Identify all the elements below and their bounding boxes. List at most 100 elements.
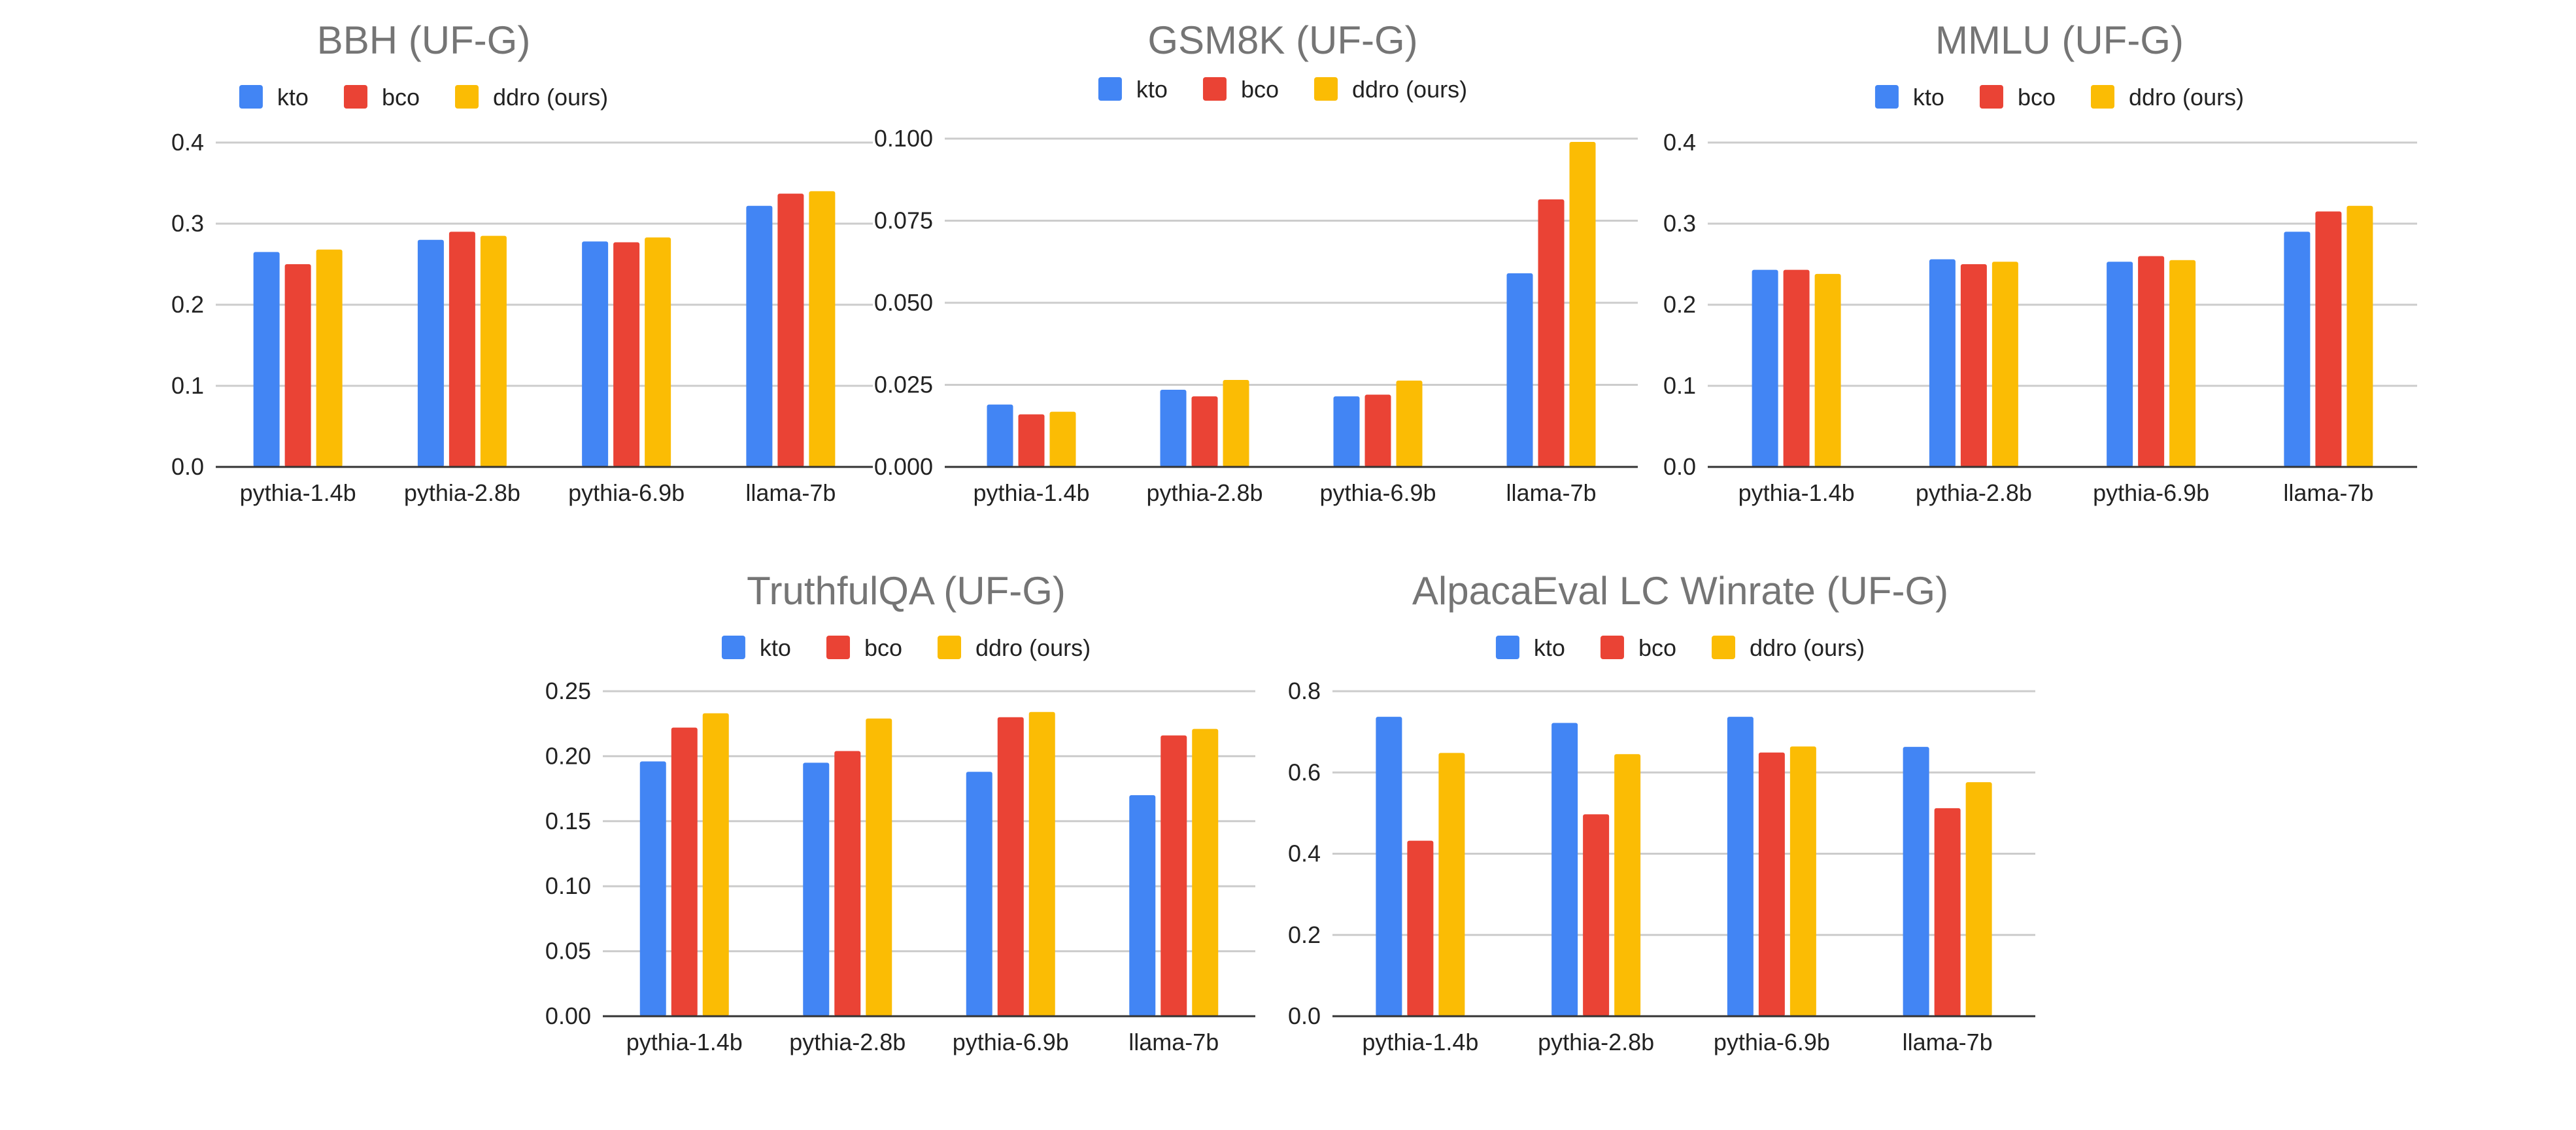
y-tick-label: 0.050 bbox=[874, 289, 933, 316]
y-tick-label: 0.3 bbox=[171, 210, 204, 237]
y-tick-label: 0.0 bbox=[171, 453, 204, 480]
y-tick-label: 0.100 bbox=[874, 125, 933, 152]
x-tick-label: pythia-1.4b bbox=[240, 479, 356, 506]
legend-label: ddro (ours) bbox=[493, 84, 608, 111]
bar-bco bbox=[284, 264, 311, 467]
bar-ddro bbox=[866, 718, 892, 1016]
bar-kto bbox=[1160, 390, 1187, 467]
x-tick-label: pythia-6.9b bbox=[1714, 1029, 1830, 1055]
legend-label: kto bbox=[1534, 634, 1565, 661]
legend-label: bco bbox=[1638, 634, 1676, 661]
legend-swatch-ddro bbox=[1712, 636, 1736, 659]
bar-kto bbox=[746, 205, 773, 467]
bar-ddro bbox=[1438, 753, 1465, 1016]
bar-kto bbox=[2284, 231, 2311, 467]
bar-kto bbox=[1551, 723, 1578, 1016]
y-tick-label: 0.05 bbox=[545, 938, 591, 965]
legend-label: kto bbox=[760, 634, 791, 661]
bar-bco bbox=[1583, 814, 1610, 1016]
x-tick-label: pythia-2.8b bbox=[789, 1029, 906, 1055]
bar-ddro bbox=[1049, 411, 1076, 467]
legend-swatch-kto bbox=[1098, 77, 1122, 101]
y-tick-label: 0.000 bbox=[874, 453, 933, 480]
bar-bco bbox=[1018, 414, 1045, 467]
bar-kto bbox=[1929, 259, 1956, 467]
legend-swatch-kto bbox=[721, 636, 745, 659]
bar-ddro bbox=[1028, 711, 1055, 1016]
bar-ddro bbox=[480, 235, 507, 467]
bar-kto bbox=[1376, 717, 1402, 1016]
chart-title: AlpacaEval LC Winrate (UF-G) bbox=[1412, 569, 1948, 613]
legend-label: kto bbox=[277, 84, 309, 111]
legend-swatch-kto bbox=[239, 85, 263, 109]
bar-bco bbox=[997, 717, 1024, 1016]
bar-ddro bbox=[702, 713, 729, 1016]
bar-bco bbox=[2138, 256, 2165, 467]
legend-label: bco bbox=[864, 634, 902, 661]
bar-bco bbox=[449, 231, 475, 467]
bar-kto bbox=[1903, 747, 1929, 1016]
legend-swatch-ddro bbox=[1314, 77, 1338, 101]
y-tick-label: 0.4 bbox=[171, 129, 204, 156]
bar-kto bbox=[2107, 262, 2133, 467]
y-tick-label: 0.2 bbox=[171, 291, 204, 318]
legend-label: ddro (ours) bbox=[2129, 84, 2244, 111]
legend: kto bco ddro (ours) bbox=[1874, 84, 2244, 111]
chart-panel: GSM8K (UF-G) kto bco ddro (ours) 0.000 0.025 0… bbox=[874, 18, 1638, 506]
bar-kto bbox=[1129, 795, 1156, 1016]
legend-swatch-bco bbox=[826, 636, 850, 659]
bar-bco bbox=[1960, 264, 1987, 467]
chart-panel: BBH (UF-G) kto bco ddro (ours) 0.0 0.1 0.2 0.3 0… bbox=[171, 18, 873, 506]
x-tick-label: pythia-2.8b bbox=[404, 479, 520, 506]
legend-swatch-kto bbox=[1495, 636, 1519, 659]
legend-label: bco bbox=[382, 84, 420, 111]
x-tick-label: llama-7b bbox=[745, 479, 836, 506]
y-tick-label: 0.1 bbox=[1663, 372, 1696, 399]
bar-bco bbox=[1407, 840, 1434, 1016]
bar-bco bbox=[1758, 752, 1785, 1016]
bar-bco bbox=[1191, 396, 1218, 467]
bar-ddro bbox=[2347, 205, 2373, 467]
y-tick-label: 0.025 bbox=[874, 371, 933, 398]
bar-ddro bbox=[1223, 379, 1249, 467]
legend-swatch-bco bbox=[1600, 636, 1624, 659]
y-tick-label: 0.8 bbox=[1288, 677, 1321, 704]
bar-kto bbox=[253, 252, 280, 467]
bar-ddro bbox=[1569, 142, 1596, 467]
chart-panel: MMLU (UF-G) kto bco ddro (ours) 0.0 0.1 0.2 0.3… bbox=[1663, 18, 2417, 506]
x-tick-label: pythia-1.4b bbox=[1362, 1029, 1478, 1055]
y-tick-label: 0.15 bbox=[545, 808, 591, 834]
y-tick-label: 0.00 bbox=[545, 1002, 591, 1029]
x-tick-label: pythia-2.8b bbox=[1916, 479, 2032, 506]
y-tick-label: 0.3 bbox=[1663, 210, 1696, 237]
bar-ddro bbox=[1965, 782, 1992, 1016]
bar-bco bbox=[777, 194, 804, 467]
chart-title: BBH (UF-G) bbox=[317, 18, 531, 62]
bar-kto bbox=[1333, 396, 1360, 467]
bar-kto bbox=[639, 761, 666, 1016]
bar-ddro bbox=[1192, 728, 1219, 1016]
x-tick-label: pythia-6.9b bbox=[1319, 479, 1436, 506]
chart-panel: AlpacaEval LC Winrate (UF-G) kto bco ddro (… bbox=[1288, 569, 2035, 1055]
bar-kto bbox=[582, 241, 609, 467]
bar-bco bbox=[1161, 735, 1187, 1016]
x-tick-label: llama-7b bbox=[1903, 1029, 1993, 1055]
legend-swatch-bco bbox=[343, 85, 367, 109]
x-tick-label: pythia-6.9b bbox=[953, 1029, 1069, 1055]
bar-bco bbox=[834, 751, 861, 1016]
legend-swatch-kto bbox=[1874, 85, 1899, 109]
legend-label: kto bbox=[1913, 84, 1944, 111]
legend-label: ddro (ours) bbox=[1750, 634, 1865, 661]
y-tick-label: 0.20 bbox=[545, 742, 591, 769]
y-tick-label: 0.6 bbox=[1288, 759, 1321, 785]
x-tick-label: llama-7b bbox=[1128, 1029, 1219, 1055]
bar-bco bbox=[613, 242, 640, 467]
x-tick-label: pythia-1.4b bbox=[1738, 479, 1855, 506]
chart-title: TruthfulQA (UF-G) bbox=[747, 569, 1066, 613]
y-tick-label: 0.25 bbox=[545, 677, 591, 704]
y-tick-label: 0.0 bbox=[1663, 453, 1696, 480]
bar-ddro bbox=[809, 191, 836, 467]
bar-ddro bbox=[645, 237, 671, 467]
legend-label: bco bbox=[2018, 84, 2056, 111]
legend-swatch-bco bbox=[1979, 85, 2003, 109]
